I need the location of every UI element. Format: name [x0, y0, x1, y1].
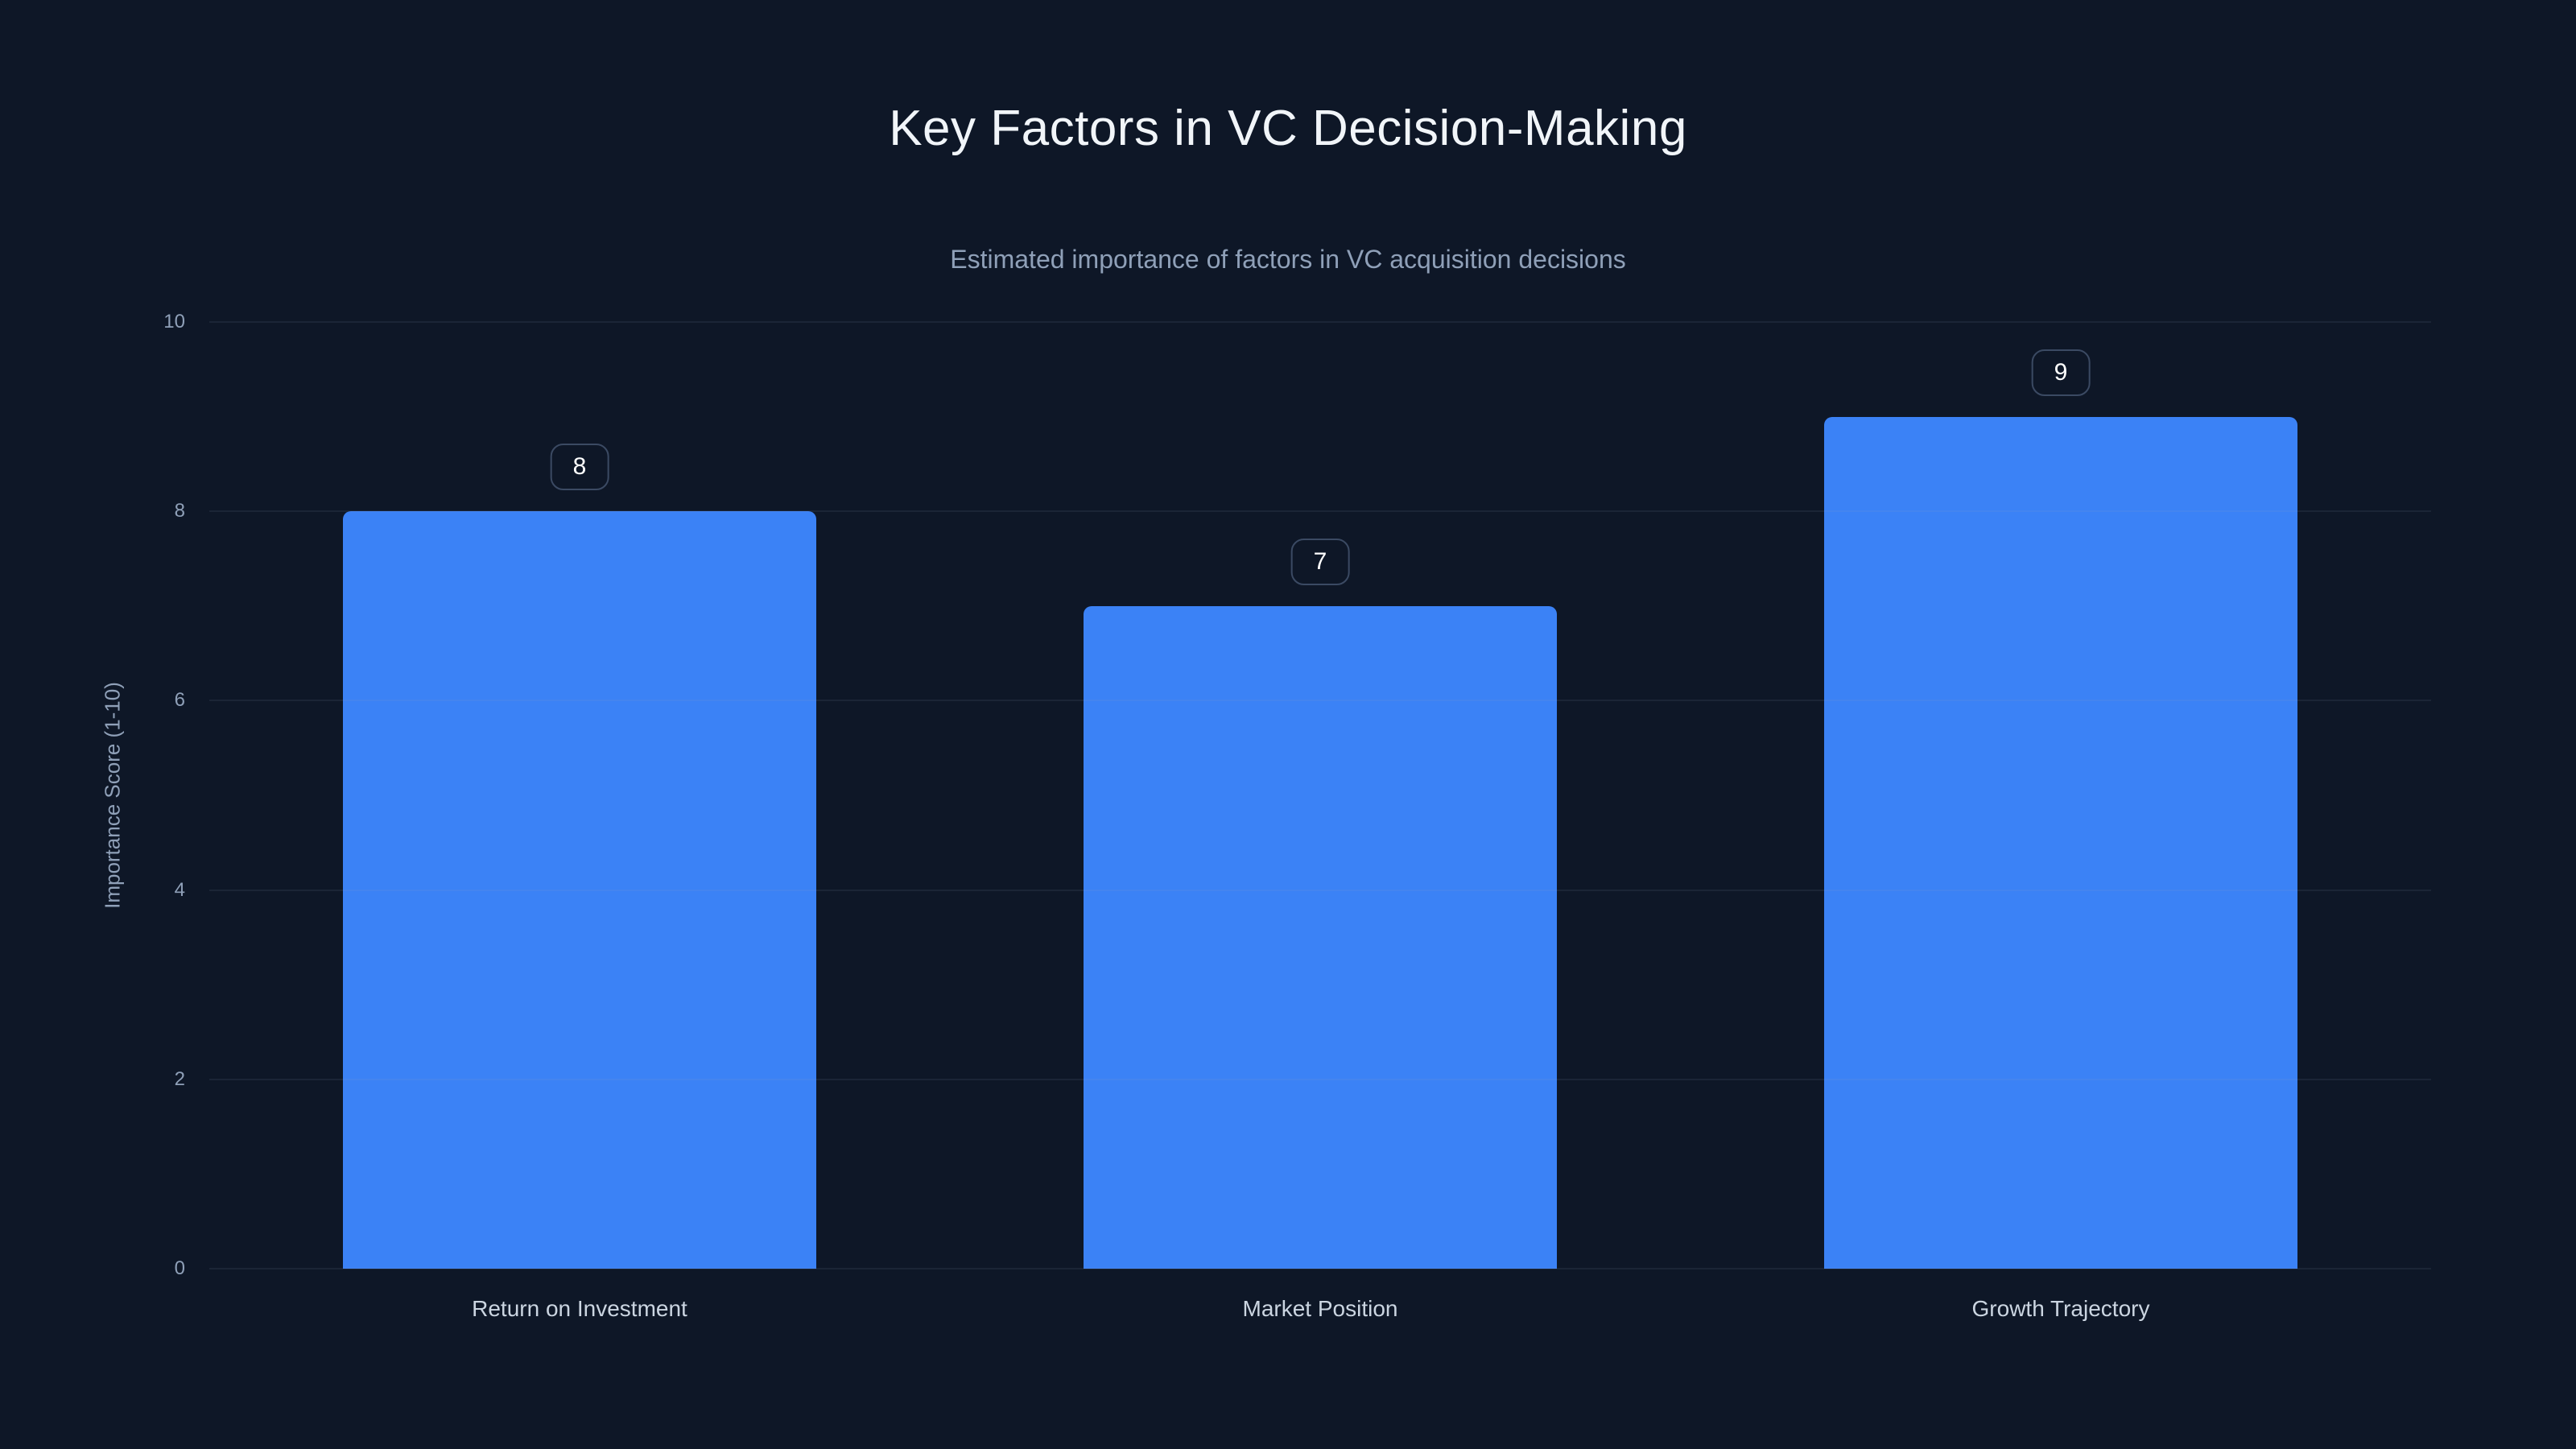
- bars-container: 8 Return on Investment 7 Market Position 9 Gr…: [209, 322, 2431, 1321]
- value-label-badge-market-position: 7: [1290, 538, 1350, 585]
- bar-slot-growth-trajectory: 9 Growth Trajectory: [1690, 322, 2431, 1321]
- bar-return-on-investment: [342, 511, 817, 1269]
- value-label-badge-growth-trajectory: 9: [2031, 349, 2091, 396]
- y-tick-label: 4: [174, 878, 185, 901]
- x-axis-label-growth-trajectory: Growth Trajectory: [1971, 1296, 2150, 1321]
- bar-market-position: [1083, 605, 1558, 1269]
- chart-subtitle: Estimated importance of factors in VC ac…: [950, 245, 1626, 274]
- gridline: [209, 510, 2431, 513]
- y-tick-label: 0: [174, 1257, 185, 1279]
- x-axis-label-return-on-investment: Return on Investment: [472, 1296, 687, 1321]
- bar-slot-market-position: 7 Market Position: [950, 322, 1690, 1321]
- gridline: [209, 700, 2431, 702]
- plot-area: 8 Return on Investment 7 Market Position 9 Gr…: [209, 321, 2431, 1321]
- y-tick-label: 8: [174, 500, 185, 522]
- gridline: [209, 1268, 2431, 1269]
- y-tick-label: 6: [174, 689, 185, 712]
- y-axis-label: Importance Score (1-10): [100, 682, 125, 909]
- gridline: [209, 889, 2431, 891]
- bar-slot-return-on-investment: 8 Return on Investment: [209, 322, 950, 1321]
- y-tick-label: 2: [174, 1067, 185, 1090]
- gridline: [209, 1078, 2431, 1080]
- value-label-badge-return-on-investment: 8: [550, 444, 609, 491]
- y-tick-label: 10: [163, 311, 185, 332]
- chart-title: Key Factors in VC Decision-Making: [889, 101, 1687, 156]
- gridline: [209, 321, 2431, 323]
- x-axis-label-market-position: Market Position: [1242, 1296, 1398, 1321]
- bar-growth-trajectory: [1823, 416, 2298, 1269]
